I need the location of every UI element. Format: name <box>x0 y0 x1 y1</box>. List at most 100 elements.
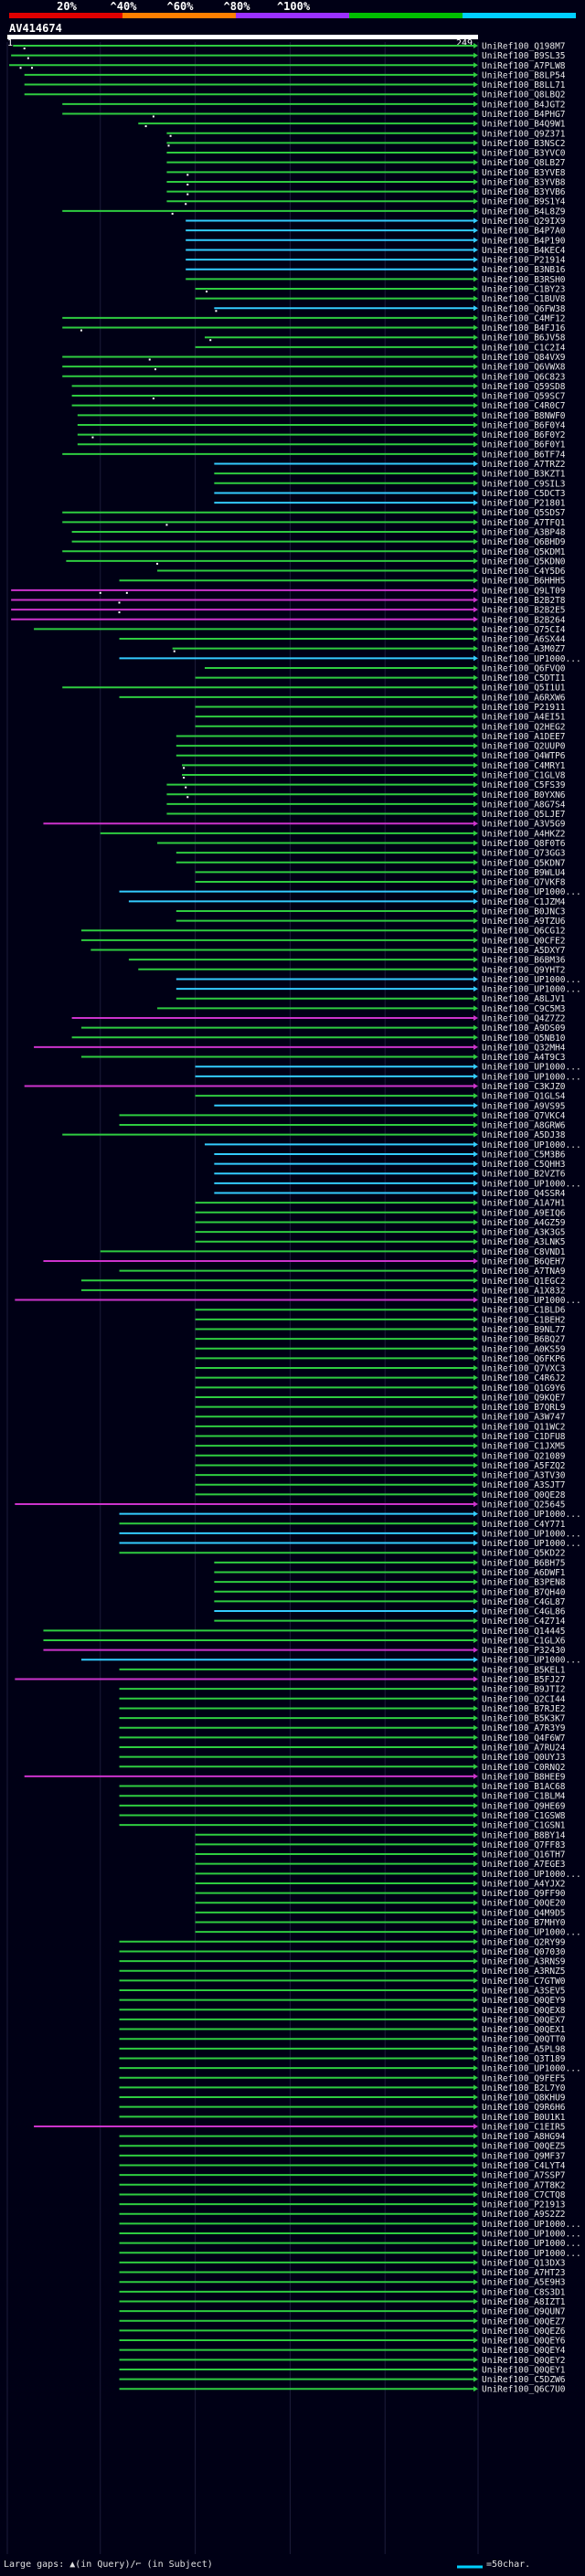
hit-label[interactable]: UniRef100_A1A7H1 <box>482 1199 566 1209</box>
hit-row[interactable]: UniRef100_B4PHG7 <box>62 110 566 120</box>
hit-label[interactable]: UniRef100_A7HT23 <box>482 2268 566 2278</box>
hit-label[interactable]: UniRef100_Q5LJE7 <box>482 810 566 820</box>
hit-label[interactable]: UniRef100_C4Y5D6 <box>482 567 566 577</box>
hit-row[interactable]: UniRef100_Q32MH4 <box>34 1043 566 1053</box>
hit-row[interactable]: UniRef100_B1AC68 <box>119 1782 566 1792</box>
hit-label[interactable]: UniRef100_UP1000... <box>482 1928 581 1938</box>
hit-label[interactable]: UniRef100_B0JNC3 <box>482 906 566 917</box>
hit-row[interactable]: UniRef100_B0JNC3 <box>176 906 566 917</box>
hit-row[interactable]: UniRef100_B6TF74 <box>62 450 566 460</box>
hit-row[interactable]: UniRef100_B3NSC2 <box>166 139 566 149</box>
hit-row[interactable]: UniRef100_Q1GLS4 <box>195 1092 566 1102</box>
hit-label[interactable]: UniRef100_UP1000... <box>482 985 581 995</box>
hit-row[interactable]: UniRef100_A3RNS9 <box>119 1957 566 1967</box>
hit-label[interactable]: UniRef100_A3RNZ5 <box>482 1966 566 1977</box>
hit-row[interactable]: UniRef100_UP1000... <box>195 1072 581 1082</box>
hit-row[interactable]: UniRef100_C1GSN1 <box>119 1821 566 1831</box>
hit-label[interactable]: UniRef100_B3YVE8 <box>482 168 566 178</box>
hit-row[interactable]: UniRef100_B9SL35 <box>11 51 566 61</box>
hit-row[interactable]: UniRef100_Q6C7U0 <box>119 2385 566 2395</box>
hit-label[interactable]: UniRef100_C1BLD6 <box>482 1306 566 1316</box>
hit-row[interactable]: UniRef100_B3YVC0 <box>166 149 566 159</box>
hit-row[interactable]: UniRef100_B7QRL9 <box>195 1403 566 1413</box>
hit-row[interactable]: UniRef100_A9EIQ6 <box>195 1208 566 1218</box>
hit-row[interactable]: UniRef100_A5E9H3 <box>119 2278 566 2288</box>
hit-row[interactable]: UniRef100_UP1000... <box>176 985 581 995</box>
hit-row[interactable]: UniRef100_Q5LJE7 <box>166 810 566 820</box>
hit-row[interactable]: UniRef100_Q25645 <box>15 1500 566 1511</box>
hit-label[interactable]: UniRef100_C4Y771 <box>482 1520 566 1530</box>
hit-label[interactable]: UniRef100_Q5SDS7 <box>482 508 566 518</box>
hit-label[interactable]: UniRef100_Q14445 <box>482 1627 566 1637</box>
hit-label[interactable]: UniRef100_P21801 <box>482 499 566 509</box>
hit-row[interactable]: UniRef100_B9S1Y4 <box>166 197 566 207</box>
hit-label[interactable]: UniRef100_Q4M9D5 <box>482 1908 566 1918</box>
hit-row[interactable]: UniRef100_P21801 <box>214 499 566 509</box>
hit-row[interactable]: UniRef100_B8NWF0 <box>77 411 566 421</box>
hit-label[interactable]: UniRef100_A8HG94 <box>482 2132 566 2142</box>
hit-row[interactable]: UniRef100_B7QH40 <box>214 1587 566 1597</box>
hit-row[interactable]: UniRef100_A5FZQ2 <box>195 1461 566 1471</box>
hit-label[interactable]: UniRef100_B5K3K7 <box>482 1714 566 1724</box>
hit-row[interactable]: UniRef100_UP1000... <box>204 1140 581 1150</box>
hit-label[interactable]: UniRef100_UP1000... <box>482 2230 581 2240</box>
hit-label[interactable]: UniRef100_A3SEV5 <box>482 1987 566 1997</box>
hit-label[interactable]: UniRef100_A8IZT1 <box>482 2297 566 2307</box>
hit-row[interactable]: UniRef100_A3V5G9 <box>43 820 566 830</box>
hit-label[interactable]: UniRef100_C4LYT4 <box>482 2161 566 2171</box>
hit-row[interactable]: UniRef100_C4R0C7 <box>71 401 566 411</box>
hit-label[interactable]: UniRef100_Q0QEX8 <box>482 2006 566 2016</box>
hit-label[interactable]: UniRef100_B6F0Y2 <box>482 430 566 440</box>
hit-label[interactable]: UniRef100_C9SIL3 <box>482 479 566 489</box>
hit-row[interactable]: UniRef100_Q9FF90 <box>195 1889 566 1899</box>
hit-row[interactable]: UniRef100_Q0QEY9 <box>119 1996 566 2006</box>
hit-label[interactable]: UniRef100_UP1000... <box>482 1140 581 1150</box>
hit-row[interactable]: UniRef100_A0KS59 <box>195 1344 566 1354</box>
hit-row[interactable]: UniRef100_A3TV30 <box>195 1471 566 1481</box>
hit-label[interactable]: UniRef100_P32430 <box>482 1646 566 1656</box>
hit-label[interactable]: UniRef100_C1GLX6 <box>482 1636 566 1646</box>
hit-row[interactable]: UniRef100_Q5KDM1 <box>62 547 566 557</box>
hit-row[interactable]: UniRef100_C9C5M3 <box>157 1004 566 1014</box>
hit-label[interactable]: UniRef100_Q9FF90 <box>482 1889 566 1899</box>
hit-label[interactable]: UniRef100_Q9MF37 <box>482 2151 566 2161</box>
hit-row[interactable]: UniRef100_A7RU24 <box>119 1744 566 1754</box>
hit-label[interactable]: UniRef100_B6QEH7 <box>482 1257 566 1267</box>
hit-row[interactable]: UniRef100_B2VZT6 <box>214 1170 566 1180</box>
hit-row[interactable]: UniRef100_P21913 <box>119 2200 566 2210</box>
hit-label[interactable]: UniRef100_Q16TH7 <box>482 1850 566 1860</box>
hit-row[interactable]: UniRef100_B5K3K7 <box>119 1714 566 1724</box>
hit-row[interactable]: UniRef100_Q21089 <box>195 1451 566 1461</box>
hit-row[interactable]: UniRef100_UP1000... <box>214 1179 581 1189</box>
hit-label[interactable]: UniRef100_A8G7S4 <box>482 800 566 810</box>
hit-label[interactable]: UniRef100_C4R0C7 <box>482 401 566 411</box>
hit-label[interactable]: UniRef100_A7T8K2 <box>482 2180 566 2190</box>
hit-row[interactable]: UniRef100_B6F0Y2 <box>77 430 566 440</box>
hit-label[interactable]: UniRef100_Q5KDM1 <box>482 547 566 557</box>
hit-row[interactable]: UniRef100_A4EI51 <box>195 713 566 723</box>
hit-row[interactable]: UniRef100_B3PEN8 <box>214 1578 566 1588</box>
hit-row[interactable]: UniRef100_Q1G9Y6 <box>195 1383 566 1394</box>
hit-label[interactable]: UniRef100_B4JGT2 <box>482 100 566 110</box>
hit-label[interactable]: UniRef100_B5FJ27 <box>482 1675 566 1685</box>
hit-row[interactable]: UniRef100_B3YVB8 <box>166 177 566 187</box>
hit-label[interactable]: UniRef100_A7PLW8 <box>482 61 566 71</box>
hit-row[interactable]: UniRef100_B4P7A0 <box>186 227 566 237</box>
hit-row[interactable]: UniRef100_P21911 <box>195 703 566 713</box>
hit-label[interactable]: UniRef100_A8LJV1 <box>482 994 566 1004</box>
hit-row[interactable]: UniRef100_Q6FKP6 <box>195 1354 566 1364</box>
hit-row[interactable]: UniRef100_C1BLM4 <box>119 1792 566 1802</box>
hit-label[interactable]: UniRef100_Q59SD8 <box>482 382 566 392</box>
hit-row[interactable]: UniRef100_C8VND1 <box>100 1247 566 1257</box>
hit-row[interactable]: UniRef100_A7R3Y9 <box>119 1723 566 1733</box>
hit-row[interactable]: UniRef100_C5M3B6 <box>214 1150 566 1160</box>
hit-label[interactable]: UniRef100_Q9Z371 <box>482 129 566 139</box>
hit-row[interactable]: UniRef100_Q6BHD9 <box>71 537 566 547</box>
hit-label[interactable]: UniRef100_B0U1K1 <box>482 2113 566 2123</box>
hit-label[interactable]: UniRef100_Q0QTT0 <box>482 2035 566 2045</box>
hit-row[interactable]: UniRef100_Q2UUP0 <box>176 742 566 752</box>
hit-row[interactable]: UniRef100_Q9QUN7 <box>119 2307 566 2317</box>
hit-row[interactable]: UniRef100_A9DS09 <box>80 1023 566 1034</box>
hit-label[interactable]: UniRef100_A3SJT7 <box>482 1480 566 1490</box>
hit-row[interactable]: UniRef100_B7MHY0 <box>195 1918 566 1928</box>
